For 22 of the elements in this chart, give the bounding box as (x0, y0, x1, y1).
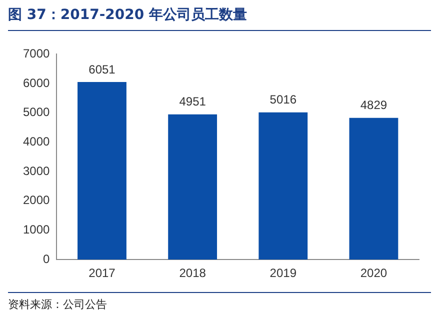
bar (168, 114, 218, 260)
x-tick-label: 2017 (88, 266, 116, 280)
y-tick-label: 5000 (22, 105, 50, 120)
text: 资料来源：公司公告 (8, 292, 431, 312)
bar (349, 118, 398, 260)
bar (78, 82, 126, 260)
bar (258, 112, 308, 260)
y-tick-label: 2000 (22, 193, 50, 208)
data-label: 4829 (360, 98, 388, 112)
chart-title: 图 37：2017-2020 年公司员工数量 (8, 6, 431, 31)
x-tick-label: 2019 (270, 266, 297, 280)
y-tick-label: 4000 (22, 134, 50, 149)
data-label: 5016 (270, 92, 297, 107)
x-tick-label: 2018 (179, 266, 206, 280)
y-tick-label: 0 (43, 252, 50, 266)
y-tick-label: 3000 (22, 164, 50, 178)
y-tick-label: 7000 (22, 46, 50, 61)
y-tick-label: 6000 (22, 76, 50, 90)
y-tick-label: 1000 (22, 222, 50, 237)
data-label: 6051 (88, 62, 116, 76)
x-tick-label: 2020 (360, 266, 388, 280)
data-label: 4951 (179, 94, 206, 109)
